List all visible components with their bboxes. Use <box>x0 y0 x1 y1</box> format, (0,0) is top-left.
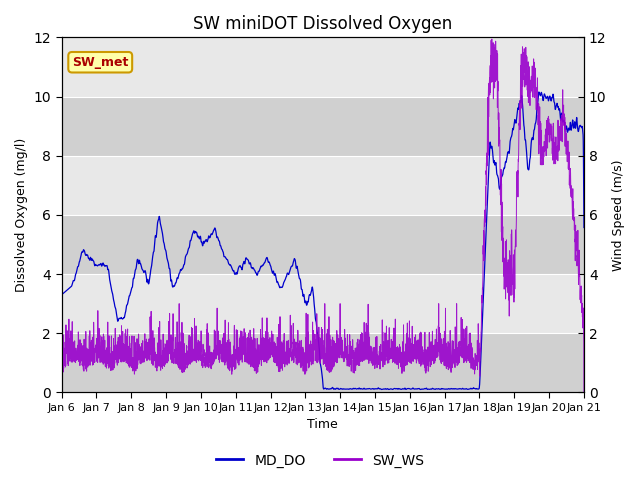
Bar <box>61 96 584 156</box>
Y-axis label: Wind Speed (m/s): Wind Speed (m/s) <box>612 159 625 271</box>
Y-axis label: Dissolved Oxygen (mg/l): Dissolved Oxygen (mg/l) <box>15 138 28 292</box>
Bar <box>61 215 584 274</box>
Text: SW_met: SW_met <box>72 56 129 69</box>
X-axis label: Time: Time <box>307 419 338 432</box>
Legend: MD_DO, SW_WS: MD_DO, SW_WS <box>210 448 430 473</box>
Bar <box>61 333 584 393</box>
Title: SW miniDOT Dissolved Oxygen: SW miniDOT Dissolved Oxygen <box>193 15 452 33</box>
